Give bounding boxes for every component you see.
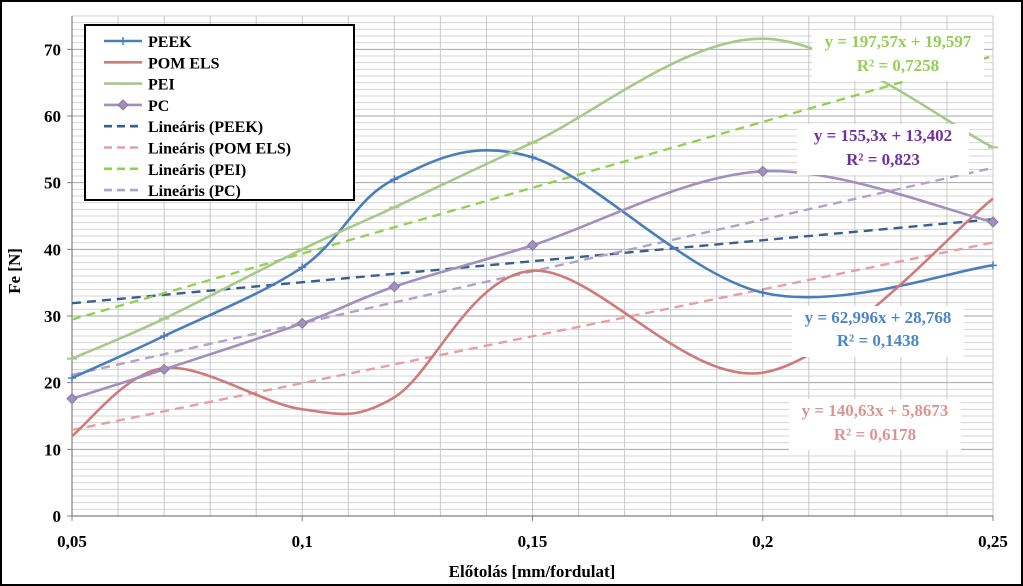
y-tick-label: 50 [44, 174, 61, 193]
data-point [296, 317, 308, 330]
trendline-r2: R² = 0,1438 [837, 331, 919, 350]
trendline-r2: R² = 0,6178 [834, 425, 916, 444]
legend-label: PEI [148, 77, 175, 94]
axes [67, 16, 994, 521]
trendline [71, 241, 994, 432]
data-point [390, 175, 399, 184]
trendline-equation: y = 155,3x + 13,402 [814, 126, 952, 145]
y-tick-label: 30 [44, 307, 61, 326]
series-line [71, 149, 994, 380]
x-tick-label: 0,15 [518, 532, 548, 551]
x-tick-label: 0,05 [57, 532, 87, 551]
equation-box [797, 124, 969, 175]
series-line [71, 197, 994, 438]
data-point [528, 153, 537, 162]
data-point [757, 165, 769, 178]
data-point [66, 392, 78, 405]
data-point [117, 99, 129, 111]
data-point [388, 280, 401, 293]
data-series [66, 37, 999, 438]
y-tick-label: 10 [44, 440, 61, 459]
equation-box [789, 399, 961, 450]
y-tick-label: 70 [44, 40, 61, 59]
trendline-equations: y = 62,996x + 28,768 R² = 0,1438 y = 140,6… [789, 30, 984, 450]
data-point [158, 363, 170, 376]
x-tick-label: 0,1 [292, 532, 313, 551]
trendline-r2: R² = 0,823 [846, 150, 920, 169]
trendline-equation: y = 140,63x + 5,8673 [802, 401, 949, 420]
legend-box [84, 24, 355, 201]
trendline [71, 54, 994, 321]
series-line [71, 37, 994, 360]
trendline-equation: y = 62,996x + 28,768 [805, 308, 952, 327]
data-point [758, 288, 767, 297]
y-tick-label: 60 [44, 107, 61, 126]
y-tick-label: 0 [53, 507, 62, 526]
data-point [119, 37, 127, 45]
data-point [526, 239, 539, 252]
x-tick-label: 0,2 [752, 532, 773, 551]
x-axis-title: Előtolás [mm/fordulat] [449, 562, 616, 581]
legend-label: POM ELS [148, 55, 220, 72]
legend-label: Lineáris (POM ELS) [148, 141, 291, 158]
data-point [160, 332, 169, 340]
legend-label: PEEK [148, 34, 192, 51]
y-axis-title: Fe [N] [5, 248, 24, 294]
legend-label: Lineáris (PEEK) [148, 119, 263, 136]
y-tick-label: 40 [44, 240, 61, 259]
legend-label: Lineáris (PEI) [148, 162, 246, 179]
legend-label: PC [148, 98, 169, 115]
series-line [71, 169, 994, 400]
equation-box [812, 30, 984, 81]
trendline-equation: y = 197,57x + 19,597 [825, 32, 972, 51]
equation-box [792, 306, 964, 357]
data-point [989, 261, 997, 270]
y-tick-label: 20 [44, 374, 61, 393]
legend-label: Lineáris (PC) [148, 183, 241, 200]
trendline-r2: R² = 0,7258 [857, 56, 939, 75]
x-tick-label: 0,25 [978, 532, 1008, 551]
data-point [987, 216, 999, 228]
legend: PEEK POM ELS PEI PC Lineáris (PEEK) Lineáris … [84, 24, 355, 201]
tick-labels: 0 10 20 30 40 50 60 70 0,05 0,1 0,15 0,2 0,25 [44, 40, 1008, 551]
data-point [68, 374, 76, 382]
data-point [298, 263, 307, 272]
